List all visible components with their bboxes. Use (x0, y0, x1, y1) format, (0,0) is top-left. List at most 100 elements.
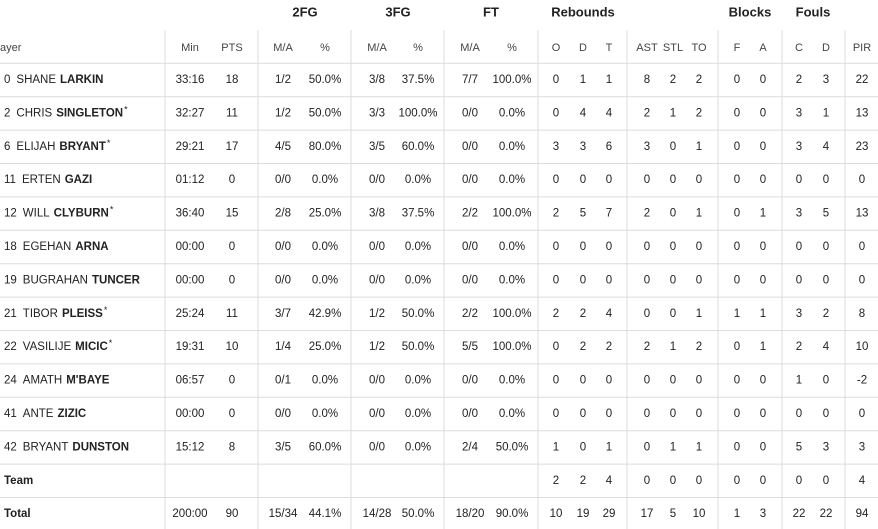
stat-cell: 1 (734, 508, 740, 520)
stat-cell: 0.0% (499, 408, 525, 420)
stat-cell: 2 (580, 475, 586, 487)
stat-cell: 0.0% (312, 408, 338, 420)
column-header: T (606, 42, 613, 54)
stat-cell: 13 (856, 107, 869, 119)
stat-cell: 5 (823, 208, 829, 220)
group-header: Blocks (729, 4, 772, 19)
stat-cell: 0 (696, 408, 702, 420)
group-header: FT (483, 4, 499, 19)
stat-cell: 0 (760, 408, 766, 420)
stat-cell: 0 (823, 375, 829, 387)
stat-cell: 80.0% (309, 141, 342, 153)
stat-cell: 10 (550, 508, 563, 520)
stat-cell: 0 (553, 74, 559, 86)
stat-cell: 2 (644, 208, 650, 220)
stat-cell: 2 (553, 308, 559, 320)
stat-cell: 0 (606, 375, 612, 387)
stat-cell: 1 (760, 341, 766, 353)
starter-mark: * (104, 305, 108, 315)
stat-cell: 0/0 (462, 274, 478, 286)
stat-cell: 1 (823, 107, 829, 119)
stat-cell: 0 (670, 208, 676, 220)
stat-cell: 0 (553, 274, 559, 286)
stat-cell: 10 (226, 341, 239, 353)
stat-cell: 2 (644, 341, 650, 353)
column-header: Min (181, 42, 199, 54)
stat-cell: 42.9% (309, 308, 342, 320)
stat-cell: 3 (796, 208, 802, 220)
stat-cell: 32:27 (176, 107, 205, 119)
stat-cell: 22 (820, 508, 833, 520)
group-header: 3FG (385, 4, 410, 19)
stat-cell: 50.0% (402, 508, 435, 520)
stat-cell: 0 (823, 274, 829, 286)
stat-cell: 4 (606, 308, 613, 320)
stat-cell: 3 (580, 141, 586, 153)
player-number: 19 (4, 274, 17, 286)
stat-cell: 0.0% (499, 107, 525, 119)
last-name: LARKIN (60, 74, 103, 86)
stat-cell: 0 (760, 107, 766, 119)
column-header: PIR (853, 42, 871, 54)
stat-cell: 0/0 (369, 441, 385, 453)
stat-cell: 17 (641, 508, 654, 520)
stat-cell: 10 (856, 341, 869, 353)
stat-cell: 2 (553, 208, 559, 220)
stat-cell: 0 (734, 408, 740, 420)
first-name: WILL (23, 208, 50, 220)
stat-cell: 4/5 (275, 141, 291, 153)
stat-cell: 25.0% (309, 341, 342, 353)
stat-cell: 0 (553, 408, 559, 420)
first-name: BUGRAHAN (23, 274, 88, 286)
stat-cell: 0/0 (275, 174, 291, 186)
stat-cell: 1 (760, 208, 766, 220)
stat-cell: 3 (859, 441, 865, 453)
first-name: ANTE (23, 408, 54, 420)
player-name: 21 TIBOR PLEISS* (4, 305, 108, 320)
column-header: ayer (0, 42, 22, 54)
stat-cell: 0 (823, 174, 829, 186)
last-name: DUNSTON (72, 441, 129, 453)
stat-cell: 0 (859, 241, 865, 253)
stat-cell: 1 (580, 74, 586, 86)
stat-cell: 3/8 (369, 74, 385, 86)
stat-cell: 3 (760, 508, 766, 520)
stat-cell: 0 (670, 174, 676, 186)
stat-cell: -2 (857, 375, 867, 387)
stat-cell: 0.0% (499, 375, 525, 387)
stat-cell: 5 (796, 441, 802, 453)
stat-cell: 0/1 (275, 375, 291, 387)
stat-cell: 94 (856, 508, 869, 520)
column-header: F (734, 42, 741, 54)
stat-cell: 1/2 (275, 107, 291, 119)
first-name: AMATH (23, 375, 62, 387)
stat-cell: 0 (734, 74, 740, 86)
stat-cell: 8 (229, 441, 235, 453)
player-number: 42 (4, 441, 17, 453)
stat-cell: 0 (760, 441, 766, 453)
stat-cell: 29 (603, 508, 616, 520)
stat-cell: 2 (696, 107, 702, 119)
column-header: M/A (273, 42, 293, 54)
stat-cell: 0.0% (499, 241, 525, 253)
stat-cell: 200:00 (172, 508, 207, 520)
stat-cell: 3/5 (369, 141, 385, 153)
stat-cell: 0 (734, 141, 740, 153)
stat-cell: 0/0 (462, 241, 478, 253)
player-name: 12 WILL CLYBURN* (4, 205, 114, 220)
stat-cell: 0 (796, 241, 802, 253)
stat-cell: 0 (644, 375, 650, 387)
stat-cell: 11 (226, 107, 238, 119)
player-name: 6 ELIJAH BRYANT* (4, 138, 111, 153)
player-name: 19 BUGRAHAN TUNCER (4, 274, 141, 286)
stat-cell: 25.0% (309, 208, 342, 220)
stat-cell: 0.0% (405, 441, 431, 453)
stat-cell: 2 (696, 74, 702, 86)
column-header: AST (636, 42, 658, 54)
stat-cell: 0 (734, 241, 740, 253)
column-header: M/A (460, 42, 480, 54)
stat-cell: 0 (823, 408, 829, 420)
last-name: CLYBURN (54, 208, 109, 220)
stat-cell: 0/0 (369, 408, 385, 420)
